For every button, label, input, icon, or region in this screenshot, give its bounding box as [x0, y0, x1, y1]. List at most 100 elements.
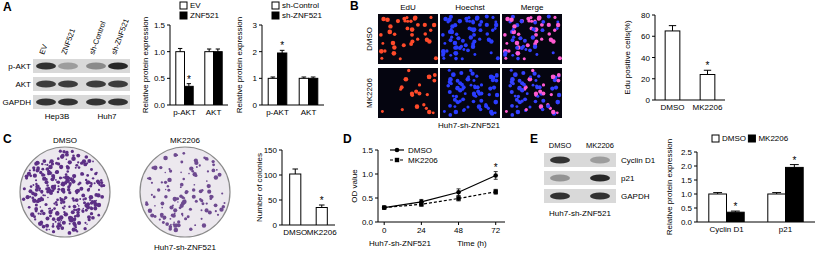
significance: * — [733, 201, 737, 212]
nucleus — [391, 41, 396, 46]
colony — [46, 229, 48, 231]
nucleus — [490, 51, 493, 54]
x-tick-label: 24 — [417, 226, 426, 235]
colony — [195, 200, 198, 203]
nucleus — [446, 84, 450, 88]
colony — [200, 209, 202, 211]
colony — [61, 202, 63, 204]
micrograph-bg — [378, 68, 438, 118]
colony — [46, 184, 49, 187]
y-tick — [694, 194, 697, 195]
nucleus — [426, 93, 429, 96]
bar — [185, 86, 194, 105]
colony — [48, 229, 49, 230]
nucleus — [515, 105, 518, 108]
colony — [75, 189, 79, 193]
nucleus — [410, 33, 414, 37]
colony — [207, 190, 211, 194]
nucleus — [461, 57, 464, 60]
legend-label: DMSO — [408, 146, 432, 155]
colony — [90, 201, 94, 205]
nucleus — [554, 86, 558, 90]
nucleus — [526, 92, 529, 95]
colony — [151, 194, 153, 196]
colony — [30, 212, 34, 216]
colony — [44, 203, 47, 206]
colony — [71, 156, 76, 161]
colony — [78, 205, 80, 207]
nucleus — [432, 79, 436, 83]
colony — [189, 208, 192, 211]
colony — [89, 195, 93, 199]
colony — [96, 193, 100, 197]
nucleus — [518, 79, 522, 83]
nucleus — [512, 36, 515, 39]
y-tick-label: 0.0 — [681, 218, 693, 227]
nucleus — [531, 35, 535, 39]
nucleus — [416, 38, 419, 41]
nucleus — [385, 18, 390, 23]
x-axis-label: Time (h) — [457, 239, 487, 248]
plate — [140, 147, 230, 237]
colony — [164, 172, 166, 174]
y-axis — [378, 150, 379, 222]
nucleus — [449, 38, 453, 42]
colony — [202, 223, 206, 227]
y-tick-label: 150 — [264, 146, 278, 155]
colony — [192, 188, 196, 192]
colony — [57, 191, 59, 193]
y-tick — [259, 51, 262, 52]
colony — [151, 182, 153, 184]
colony — [164, 195, 167, 198]
colony — [55, 203, 58, 206]
nucleus — [473, 53, 476, 56]
colony — [70, 178, 73, 181]
image-column-label: Merge — [521, 3, 544, 12]
nucleus — [443, 42, 446, 45]
colony — [45, 216, 49, 220]
blot-band — [36, 80, 56, 87]
y-axis-label: Relative protein expression — [665, 139, 674, 236]
colony — [217, 214, 219, 216]
nucleus — [466, 20, 469, 23]
marks — [290, 169, 328, 225]
error-bar — [494, 172, 498, 180]
colony — [38, 222, 42, 226]
y-tick — [375, 198, 378, 199]
y-tick — [694, 180, 697, 181]
x-tick — [421, 222, 422, 225]
nucleus — [541, 99, 545, 103]
nucleus — [475, 17, 479, 21]
colony — [165, 222, 169, 226]
colony — [173, 223, 177, 227]
nucleus — [453, 98, 457, 102]
error-bar — [271, 77, 276, 78]
nucleus — [404, 20, 407, 23]
colony — [36, 166, 40, 170]
y-tick-label: 0.5 — [681, 204, 693, 213]
blot-row-label: GAPDH — [621, 192, 650, 201]
y-tick — [259, 25, 262, 26]
colony — [209, 197, 212, 200]
colony — [161, 207, 163, 209]
nucleus — [516, 57, 520, 61]
colony — [102, 184, 105, 187]
colony — [206, 180, 208, 182]
significance: * — [187, 74, 191, 85]
nucleus — [479, 108, 483, 112]
nucleus — [503, 33, 507, 37]
nucleus — [470, 27, 474, 31]
line-chart: 0.00.51.01.5OD value0244872Time (h)Huh7-… — [350, 146, 505, 248]
legend-swatch — [748, 135, 755, 142]
x-tick-label: p-AKT — [266, 108, 289, 117]
micrograph-bg — [440, 14, 500, 64]
y-tick-label: 1.0 — [681, 190, 693, 199]
error-bar — [669, 26, 676, 31]
y-tick — [652, 78, 655, 79]
colony — [77, 203, 79, 205]
nucleus — [520, 19, 524, 23]
blot-row-label: p21 — [621, 174, 635, 183]
nucleus — [550, 86, 554, 90]
nucleus — [485, 23, 489, 27]
colony — [81, 193, 85, 197]
